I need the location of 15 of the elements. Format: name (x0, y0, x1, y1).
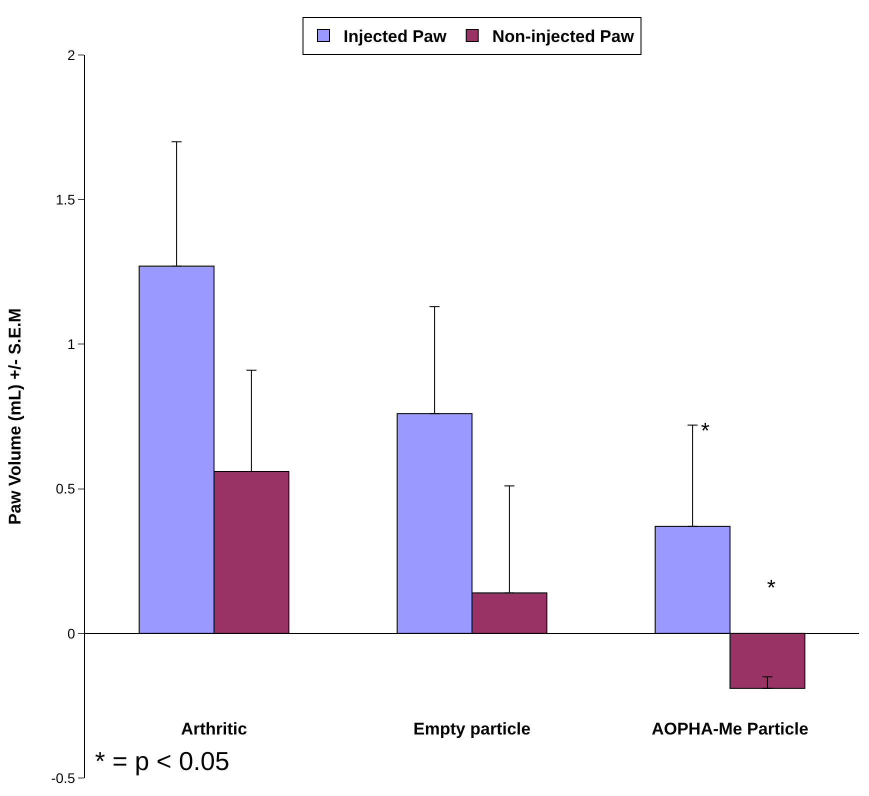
y-tick-label: 0.5 (56, 480, 76, 497)
y-tick-label: 2 (67, 46, 76, 63)
y-tick-label: -0.5 (51, 770, 76, 786)
x-tick-label: AOPHA-Me Particle (652, 720, 808, 739)
y-axis-title: Paw Volume (mL) +/- S.E.M (6, 308, 25, 525)
y-tick-label: 1.5 (56, 192, 76, 208)
x-tick-label: Arthritic (180, 720, 248, 739)
annotation: * (701, 418, 710, 443)
y-tick-label: 1 (67, 336, 76, 352)
legend-label: Injected Paw (344, 27, 448, 46)
legend-label: Non-injected Paw (492, 27, 635, 46)
annotation: * (767, 575, 776, 600)
annotation: * = p < 0.05 (95, 746, 230, 776)
y-tick-label: 0 (67, 625, 76, 642)
x-tick-label: Empty particle (413, 720, 531, 739)
